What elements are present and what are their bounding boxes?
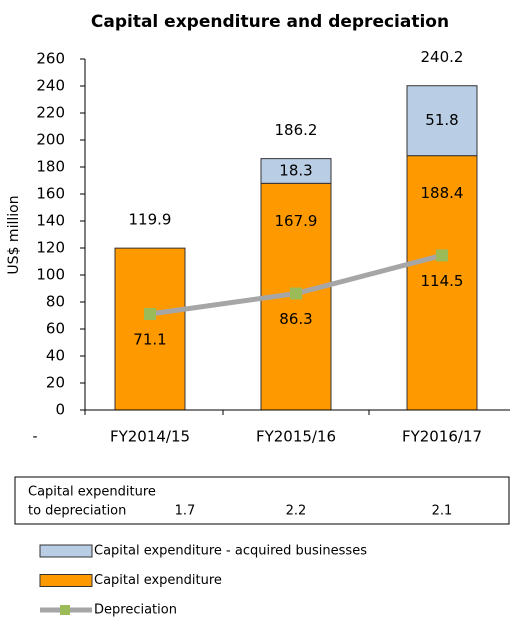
ratio-table-box [14, 476, 510, 525]
ratio-label: to depreciation [28, 504, 126, 519]
bar-segment [260, 158, 332, 184]
x-axis-note: - [32, 429, 37, 445]
total-label: 119.9 [129, 211, 172, 229]
legend-label: Capital expenditure [94, 573, 222, 588]
line-marker [290, 287, 302, 300]
y-tick-label: 20 [46, 374, 65, 392]
y-tick-label: 200 [36, 131, 65, 149]
y-tick-label: 140 [36, 212, 65, 230]
y-tick-label: 220 [36, 104, 65, 122]
x-tick-label: FY2014/15 [110, 428, 190, 446]
line-marker [144, 308, 156, 321]
y-tick-label: 100 [36, 266, 65, 284]
value-label: 71.1 [133, 331, 166, 349]
y-tick-label: 180 [36, 158, 65, 176]
total-label: 186.2 [275, 121, 318, 139]
line-marker [436, 249, 448, 262]
ratio-label: Capital expenditure [28, 485, 156, 500]
x-tick-label: FY2016/17 [402, 428, 482, 446]
value-label: 114.5 [421, 272, 464, 290]
value-label: 86.3 [279, 310, 312, 328]
legend-label: Capital expenditure - acquired businesse… [94, 544, 367, 559]
value-label: 188.4 [421, 184, 464, 202]
bar-segment [406, 85, 478, 157]
y-tick-label: 0 [55, 401, 65, 419]
y-tick-label: 160 [36, 185, 65, 203]
ratio-value: 1.7 [175, 504, 196, 519]
ratio-value: 2.2 [286, 504, 307, 519]
legend-label: Depreciation [94, 603, 177, 618]
legend-swatch [39, 544, 93, 558]
bar-segment [114, 247, 186, 411]
total-label: 240.2 [421, 48, 464, 66]
chart-title: Capital expenditure and depreciation [91, 12, 449, 32]
y-tick-label: 40 [46, 347, 65, 365]
y-tick-label: 240 [36, 77, 65, 95]
legend-marker [60, 605, 70, 615]
ratio-value: 2.1 [432, 504, 453, 519]
value-label: 167.9 [275, 212, 318, 230]
value-label: 18.3 [279, 161, 312, 179]
x-tick-label: FY2015/16 [256, 428, 336, 446]
y-tick-label: 80 [46, 293, 65, 311]
y-tick-label: 120 [36, 239, 65, 257]
y-axis-label: US$ million [6, 195, 22, 274]
value-label: 51.8 [425, 111, 458, 129]
legend-swatch [39, 574, 93, 587]
y-tick-label: 60 [46, 320, 65, 338]
y-tick-label: 260 [36, 50, 65, 68]
